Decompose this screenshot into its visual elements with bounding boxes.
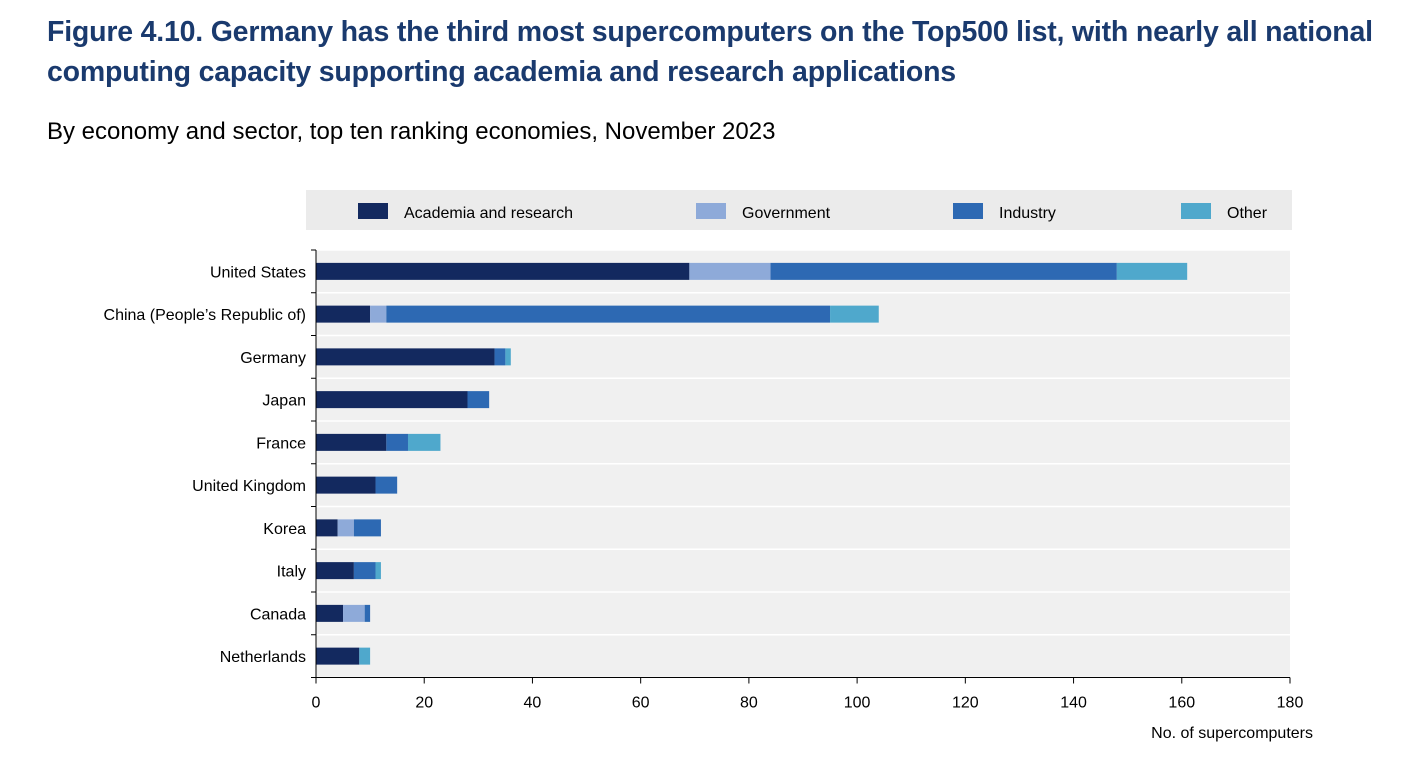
x-tick-labels: 0 20 40 60 80 100 120 140 160 180: [312, 695, 1304, 712]
row-band: [316, 421, 1290, 463]
bar-academia-and-research-japan: [316, 391, 468, 409]
x-tick-label: 40: [524, 695, 542, 712]
bar-industry-italy: [353, 562, 376, 580]
bar-industry-united-states: [770, 262, 1117, 280]
bar-other-netherlands: [359, 647, 371, 665]
bar-academia-and-research-canada: [316, 604, 344, 622]
x-tick-label: 140: [1060, 695, 1087, 712]
x-tick-label: 60: [632, 695, 650, 712]
legend-label-government: Government: [742, 205, 831, 222]
category-label-china-people-s-republic-of: China (People’s Republic of): [104, 307, 306, 324]
row-band: [316, 507, 1290, 549]
category-label-netherlands: Netherlands: [220, 649, 306, 666]
x-tick-label: 180: [1277, 695, 1304, 712]
category-label-italy: Italy: [277, 564, 306, 581]
row-band: [316, 635, 1290, 677]
category-label-japan: Japan: [262, 393, 306, 410]
category-label-korea: Korea: [263, 521, 306, 538]
bar-government-united-states: [689, 262, 771, 280]
legend-label-industry: Industry: [999, 205, 1056, 222]
legend-swatch-government: [696, 203, 726, 219]
bars: [316, 262, 1188, 665]
x-tick-label: 20: [415, 695, 433, 712]
x-axis-label: No. of supercomputers: [1151, 725, 1313, 742]
row-band: [316, 550, 1290, 592]
category-label-france: France: [256, 435, 306, 452]
x-tick-label: 80: [740, 695, 758, 712]
category-label-united-states: United States: [210, 264, 306, 281]
bar-industry-canada: [364, 604, 371, 622]
category-label-united-kingdom: United Kingdom: [192, 478, 306, 495]
bar-government-korea: [337, 519, 354, 537]
legend-swatch-other: [1181, 203, 1211, 219]
legend: Academia and research Government Industry O…: [358, 203, 1268, 222]
bar-academia-and-research-united-states: [316, 262, 690, 280]
bar-industry-france: [386, 433, 408, 451]
x-tick-label: 100: [844, 695, 871, 712]
figure-title: Figure 4.10. Germany has the third most …: [47, 16, 1373, 88]
category-label-canada: Canada: [250, 606, 306, 623]
bar-academia-and-research-united-kingdom: [316, 476, 376, 494]
x-tick-label: 120: [952, 695, 979, 712]
bar-industry-united-kingdom: [375, 476, 398, 494]
x-tick-label: 160: [1168, 695, 1195, 712]
bar-industry-china-people-s-republic-of: [386, 305, 831, 323]
bar-other-france: [407, 433, 441, 451]
axes: [311, 249, 1291, 684]
legend-swatch-academia-and-research: [358, 203, 388, 219]
bar-other-united-states: [1116, 262, 1188, 280]
bar-academia-and-research-france: [316, 433, 387, 451]
bar-other-china-people-s-republic-of: [830, 305, 879, 323]
legend-swatch-industry: [953, 203, 983, 219]
bar-industry-germany: [494, 348, 506, 366]
category-label-germany: Germany: [240, 350, 306, 367]
x-tick-label: 0: [312, 695, 321, 712]
bar-academia-and-research-germany: [316, 348, 495, 366]
row-band: [316, 464, 1290, 506]
legend-label-academia-and-research: Academia and research: [404, 205, 573, 222]
figure-subtitle: By economy and sector, top ten ranking e…: [47, 118, 776, 145]
bar-other-germany: [505, 348, 511, 366]
bar-industry-japan: [467, 391, 490, 409]
legend-background: [306, 190, 1292, 230]
bar-government-china-people-s-republic-of: [370, 305, 387, 323]
bar-academia-and-research-netherlands: [316, 647, 360, 665]
row-band: [316, 592, 1290, 634]
bar-academia-and-research-korea: [316, 519, 338, 537]
bar-industry-korea: [353, 519, 381, 537]
category-labels: United States China (People’s Republic of…: [104, 264, 307, 666]
bar-academia-and-research-china-people-s-republic-of: [316, 305, 371, 323]
bar-other-italy: [375, 562, 381, 580]
legend-label-other: Other: [1227, 205, 1268, 222]
bar-academia-and-research-italy: [316, 562, 354, 580]
bar-government-canada: [343, 604, 365, 622]
